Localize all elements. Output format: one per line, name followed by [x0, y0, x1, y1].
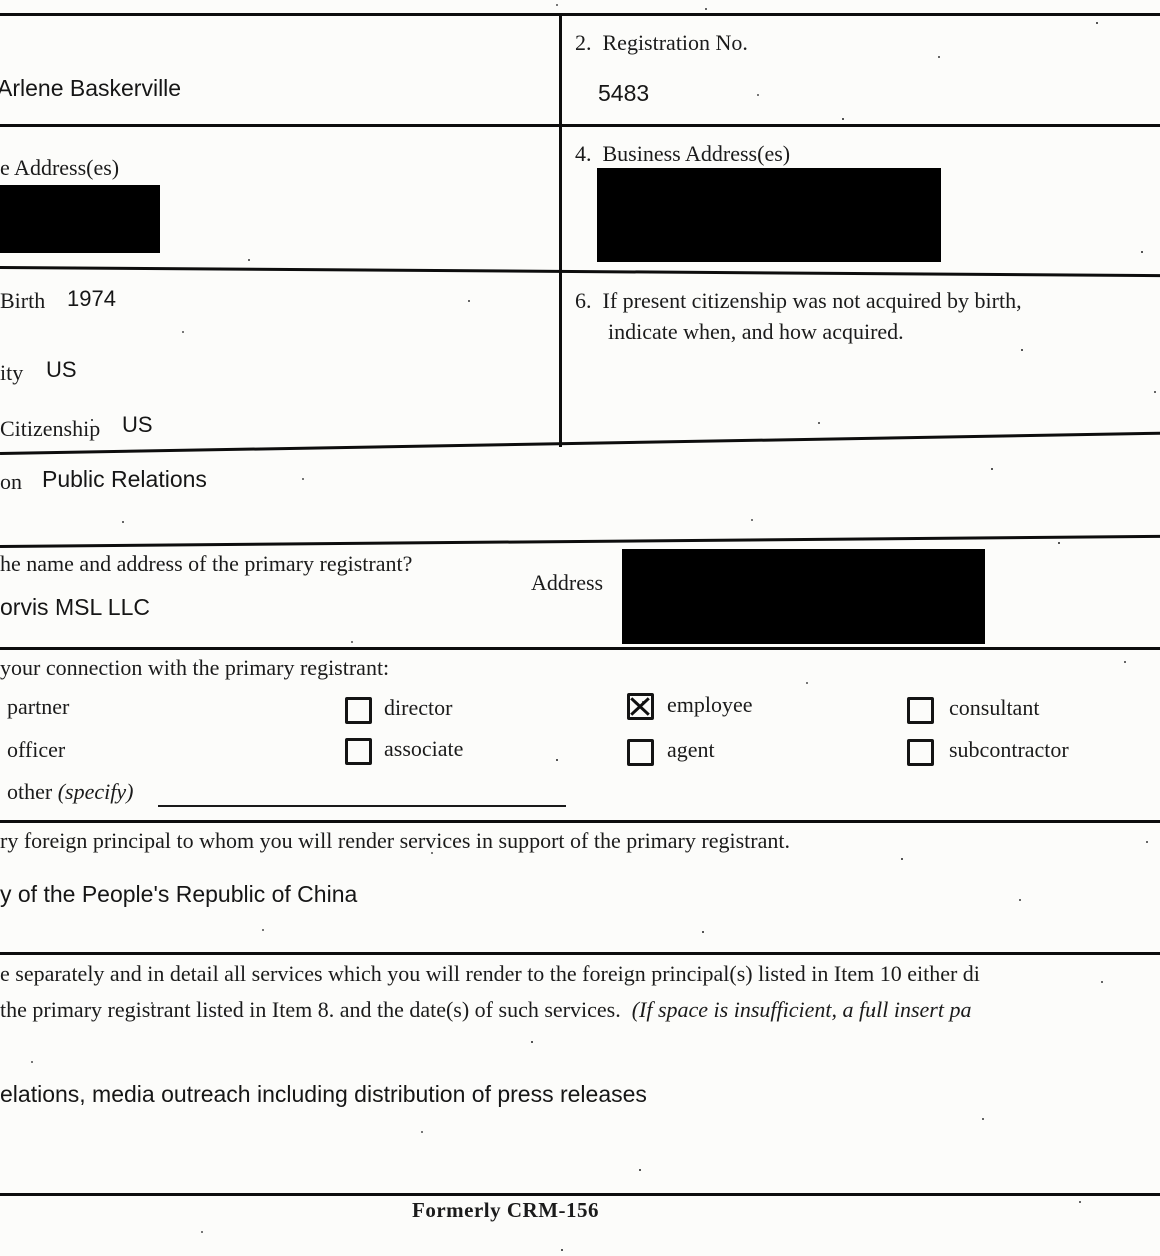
checkbox-label-other: other (specify) [7, 779, 133, 805]
item9-question-fragment: your connection with the primary registr… [0, 655, 390, 680]
primary-registrant-name-fragment: orvis MSL LLC [0, 594, 150, 620]
other-specify-underline[interactable] [158, 805, 566, 807]
table-border-top [0, 13, 1160, 16]
item10-question-fragment: ry foreign principal to whom you will re… [0, 828, 790, 853]
residence-address-label-fragment: e Address(es) [0, 155, 120, 180]
checkbox-label-agent: agent [667, 737, 715, 762]
business-address-label: 4. Business Address(es) [575, 141, 791, 166]
nationality-value: US [46, 357, 77, 382]
item11-line2-italic: (If space is insufficient, a full insert… [631, 997, 972, 1022]
scan-noise [0, 0, 2, 2]
item6-label-line1: 6. If present citizenship was not acquir… [575, 288, 1022, 313]
residence-address-redaction [0, 185, 160, 253]
item8-question-fragment: he name and address of the primary regis… [0, 551, 413, 576]
table-border-row6-bottom [0, 820, 1160, 823]
checkbox-director[interactable] [345, 697, 372, 724]
services-value-fragment: elations, media outreach including distr… [0, 1081, 647, 1107]
table-border-row2-bottom [0, 266, 1160, 278]
table-border-row5-bottom [0, 647, 1160, 650]
registrant-name-value: Arlene Baskerville [0, 75, 182, 101]
checkbox-label-consultant: consultant [949, 695, 1040, 720]
address-label: Address [531, 570, 604, 595]
footer-form-number: Formerly CRM-156 [412, 1198, 600, 1222]
table-border-row1-bottom [0, 124, 1160, 127]
registration-no-value: 5483 [598, 80, 650, 106]
checkbox-agent[interactable] [627, 739, 654, 766]
checkbox-associate[interactable] [345, 738, 372, 765]
footer-rule [0, 1193, 1160, 1196]
checkbox-employee[interactable] [627, 693, 654, 720]
year-of-birth-value: 1974 [67, 286, 116, 311]
checkbox-label-associate: associate [384, 736, 464, 761]
item11-instructions-line2: the primary registrant listed in Item 8.… [0, 997, 1160, 1023]
registration-no-label: 2. Registration No. [575, 30, 748, 55]
foreign-principal-value-fragment: y of the People's Republic of China [0, 881, 358, 907]
table-border-row7-bottom [0, 952, 1160, 955]
occupation-label-fragment: on [0, 469, 22, 494]
other-label: other [7, 779, 58, 804]
checkbox-label-officer: officer [7, 737, 66, 762]
citizenship-value: US [122, 412, 153, 437]
table-border-column-divider [559, 13, 562, 447]
item11-instructions-line1: e separately and in detail all services … [0, 961, 980, 986]
checkbox-subcontractor[interactable] [907, 739, 934, 766]
item6-label-line2: indicate when, and how acquired. [608, 319, 904, 344]
citizenship-label-fragment: Citizenship [0, 416, 101, 441]
nationality-label-fragment: ity [0, 360, 24, 385]
checkbox-label-director: director [384, 695, 453, 720]
occupation-value: Public Relations [42, 466, 207, 492]
checkbox-consultant[interactable] [907, 697, 934, 724]
address-redaction [622, 549, 985, 644]
other-specify-label: (specify) [57, 779, 134, 804]
year-of-birth-label-fragment: Birth [0, 288, 46, 313]
item11-line2-normal: the primary registrant listed in Item 8.… [0, 997, 632, 1022]
table-border-row4-bottom [0, 534, 1160, 548]
checkbox-label-subcontractor: subcontractor [949, 737, 1069, 762]
business-address-redaction [597, 168, 941, 262]
checkbox-label-partner: partner [7, 694, 70, 719]
table-border-row3-bottom [0, 431, 1160, 455]
checkbox-label-employee: employee [667, 692, 753, 717]
